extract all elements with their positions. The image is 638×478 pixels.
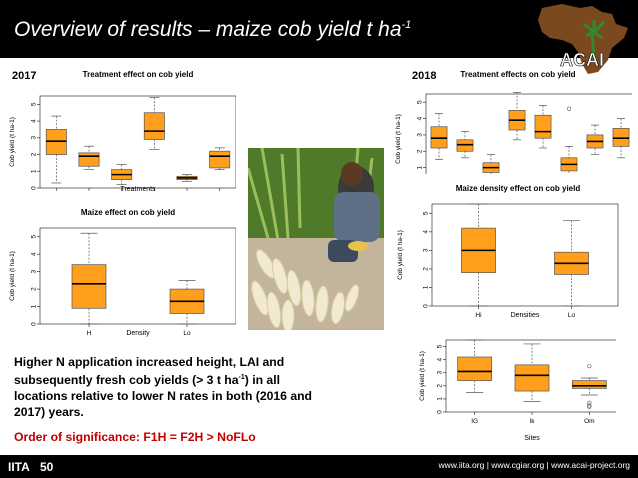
title-bar: Overview of results – maize cob yield t …	[0, 0, 638, 58]
y-axis-label: Cob yield (t ha-1)	[9, 117, 16, 167]
y-tick-label: 0	[437, 410, 444, 414]
y-tick-label: 3	[417, 133, 424, 137]
footer-links: www.iita.org | www.cgiar.org | www.acai-…	[438, 460, 630, 470]
y-tick-label: 2	[423, 267, 430, 271]
y-axis-label: Cob yield (t ha-1)	[395, 114, 402, 164]
chart-title: Maize density effect on cob yield	[456, 184, 581, 193]
y-tick-label: 5	[437, 344, 444, 348]
y-tick-label: 1	[417, 165, 424, 169]
y-tick-label: 3	[437, 371, 444, 375]
y-tick-label: 1	[31, 304, 38, 308]
chart-title: Maize effect on cob yield	[81, 208, 175, 217]
slide-title: Overview of results – maize cob yield t …	[14, 18, 411, 42]
year-label-2018: 2018	[412, 70, 437, 82]
findings-text-part2: ) in all locations relative to lower N r…	[14, 373, 312, 420]
x-tick-label: IG	[471, 418, 478, 425]
y-tick-label: 2	[417, 149, 424, 153]
box	[143, 112, 165, 140]
y-tick-label: 0	[31, 322, 38, 326]
y-tick-label: 4	[31, 252, 38, 256]
box	[514, 364, 550, 392]
box	[430, 126, 448, 149]
y-axis-label: Cob yield (t ha-1)	[9, 251, 16, 301]
x-tick-label: Lo	[183, 330, 191, 337]
y-tick-label: 2	[437, 384, 444, 388]
plot-frame	[39, 227, 236, 325]
chart-treatment-2018: Treatment effects on cob yield012345Cob …	[395, 70, 632, 174]
findings-text-part1: Higher N application increased height, L…	[14, 355, 285, 388]
chart-density-2018: Maize density effect on cob yield 0 1 2 3 4 5 C…	[397, 184, 619, 319]
x-axis-label: Density	[126, 330, 150, 337]
y-tick-label: 0	[423, 304, 430, 308]
y-axis-label: Cob yield (t ha-1)	[419, 351, 426, 401]
outlier-point	[587, 404, 592, 409]
y-tick-label: 5	[31, 235, 38, 239]
footer-bar: IITA 50 www.iita.org | www.cgiar.org | w…	[0, 455, 638, 478]
x-axis-label: Sites	[524, 435, 540, 442]
farmer-harvest-photo	[248, 148, 384, 330]
x-tick-label: H	[87, 330, 92, 337]
plot-frame	[39, 95, 236, 189]
chart-title: Treatment effects on cob yield	[460, 70, 575, 79]
chart-sites-2018: 0 1 2 3 4 5 Cob yield (t ha-1) IG Ik Om Sites	[419, 339, 616, 442]
y-tick-label: 4	[437, 357, 444, 361]
x-axis-label: Treatments	[120, 186, 156, 193]
iita-logo-text: IITA	[8, 460, 30, 474]
outlier-point	[566, 106, 572, 111]
slide-title-superscript: -1	[401, 19, 412, 31]
x-tick-label: Hi	[475, 312, 481, 319]
box	[534, 114, 552, 139]
box	[78, 152, 100, 167]
chart-treatment-2017: Treatment effect on cob yield 0 1 2 3 4 5 Cob y…	[9, 70, 236, 193]
x-tick-label: Lo	[568, 312, 576, 319]
x-axis-label: Densities	[511, 312, 540, 319]
box	[612, 128, 630, 147]
y-tick-label: 2	[31, 152, 38, 156]
chart-title: Treatment effect on cob yield	[83, 70, 194, 79]
outlier-point	[587, 400, 592, 405]
y-tick-label: 2	[31, 287, 38, 291]
box	[71, 264, 107, 309]
africa-map-icon	[538, 4, 628, 74]
y-tick-label: 5	[31, 102, 38, 106]
box	[45, 129, 67, 155]
y-tick-label: 3	[31, 269, 38, 273]
y-tick-label: 1	[423, 285, 430, 289]
iita-anniversary-number: 50	[40, 460, 54, 474]
plot-frame	[431, 203, 619, 307]
x-tick-label: Om	[584, 418, 594, 425]
y-tick-label: 3	[423, 248, 430, 252]
findings-text-superscript: -1	[238, 374, 245, 381]
findings-text: Higher N application increased height, L…	[14, 354, 314, 420]
acai-logo: ACAI	[538, 4, 628, 74]
significance-order-text: Order of significance: F1H = F2H > NoFLo	[14, 430, 256, 444]
plot-frame	[425, 93, 632, 174]
y-tick-label: 4	[417, 116, 424, 120]
y-tick-label: 1	[31, 169, 38, 173]
outlier-point	[587, 364, 592, 369]
acai-logo-text: ACAI	[560, 50, 604, 70]
box	[209, 150, 231, 169]
chart-density-2017: Maize effect on cob yield 0 1 2 3 4 5 Cob yield…	[9, 208, 236, 337]
x-tick-label: Ik	[529, 418, 535, 425]
outlier-point	[587, 403, 592, 408]
y-tick-label: 5	[423, 211, 430, 215]
y-tick-label: 1	[437, 397, 444, 401]
iita-logo: IITA 50	[8, 460, 54, 474]
y-tick-label: 3	[31, 136, 38, 140]
y-tick-label: 4	[423, 230, 430, 234]
year-label-2017: 2017	[12, 70, 37, 82]
y-tick-label: 5	[417, 100, 424, 104]
slide-title-text: Overview of results – maize cob yield t …	[14, 18, 402, 41]
y-tick-label: 0	[31, 186, 38, 190]
palm-tree-icon	[583, 20, 606, 61]
box	[457, 356, 493, 381]
box	[456, 139, 474, 152]
y-tick-label: 4	[31, 119, 38, 123]
y-axis-label: Cob yield (t ha-1)	[397, 230, 404, 280]
box	[571, 380, 607, 389]
